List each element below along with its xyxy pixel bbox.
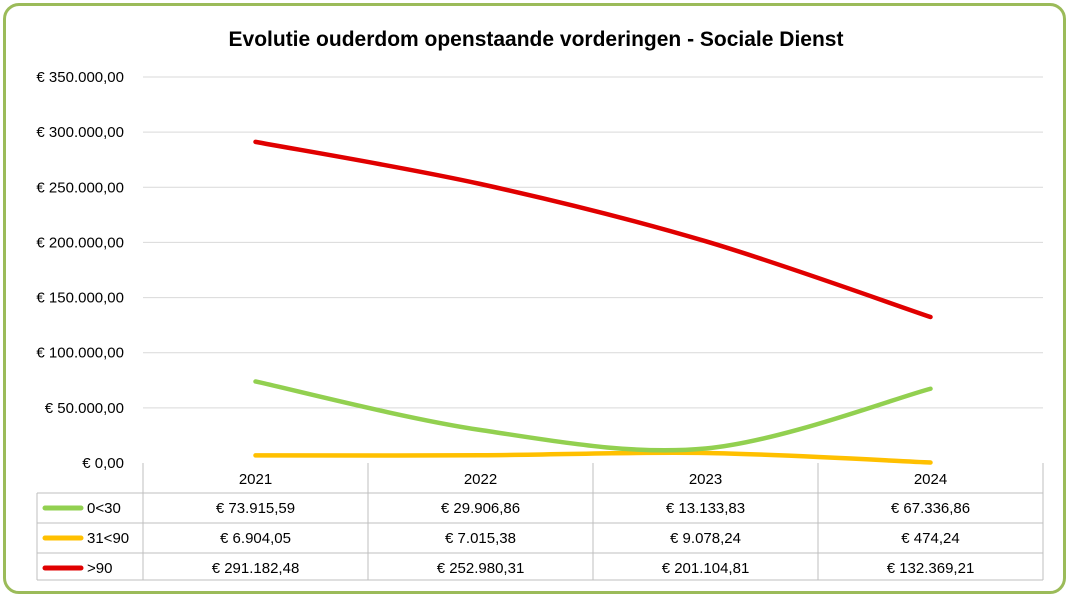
x-tick-label: 2024 [914, 471, 947, 488]
x-tick-label: 2021 [239, 471, 272, 488]
data-label: € 7.015,38 [445, 530, 516, 547]
gridlines [143, 76, 1043, 409]
y-axis-ticks: € 0,00 € 50.000,00 € 100.000,00 € 150.000,0… [36, 69, 124, 472]
line-chart: Evolutie ouderdom openstaande vorderinge… [36, 28, 1044, 581]
data-label: € 291.182,48 [212, 560, 300, 577]
legend-entry: >90 [87, 560, 112, 577]
series-line-0 [253, 379, 933, 453]
data-label: € 201.104,81 [662, 560, 750, 577]
legend-entry: 31<90 [87, 530, 129, 547]
y-tick-label: € 0,00 [82, 455, 124, 472]
chart-title: Evolutie ouderdom openstaande vorderinge… [229, 28, 844, 51]
y-tick-label: € 100.000,00 [36, 345, 124, 362]
data-label: € 67.336,86 [891, 500, 970, 517]
x-tick-label: 2023 [689, 471, 722, 488]
data-label: € 474,24 [901, 530, 959, 547]
legend-entry: 0<30 [87, 500, 121, 517]
y-tick-label: € 50.000,00 [45, 400, 124, 417]
y-tick-label: € 350.000,00 [36, 69, 124, 86]
data-label: € 6.904,05 [220, 530, 291, 547]
data-label: € 73.915,59 [216, 500, 295, 517]
data-label: € 252.980,31 [437, 560, 525, 577]
x-tick-label: 2022 [464, 471, 497, 488]
data-label: € 132.369,21 [887, 560, 975, 577]
y-tick-label: € 250.000,00 [36, 179, 124, 196]
series-line-1 [253, 450, 933, 465]
series-lines [253, 139, 933, 465]
y-tick-label: € 150.000,00 [36, 290, 124, 307]
data-label: € 13.133,83 [666, 500, 745, 517]
data-label: € 29.906,86 [441, 500, 520, 517]
series-line-2 [253, 139, 933, 320]
y-tick-label: € 300.000,00 [36, 124, 124, 141]
chart-frame: Evolutie ouderdom openstaande vorderinge… [3, 3, 1066, 594]
y-tick-label: € 200.000,00 [36, 234, 124, 251]
data-label: € 9.078,24 [670, 530, 741, 547]
data-table: 2021 2022 2023 2024 0<30 € 73.915,59 € 29.906,… [36, 463, 1044, 581]
